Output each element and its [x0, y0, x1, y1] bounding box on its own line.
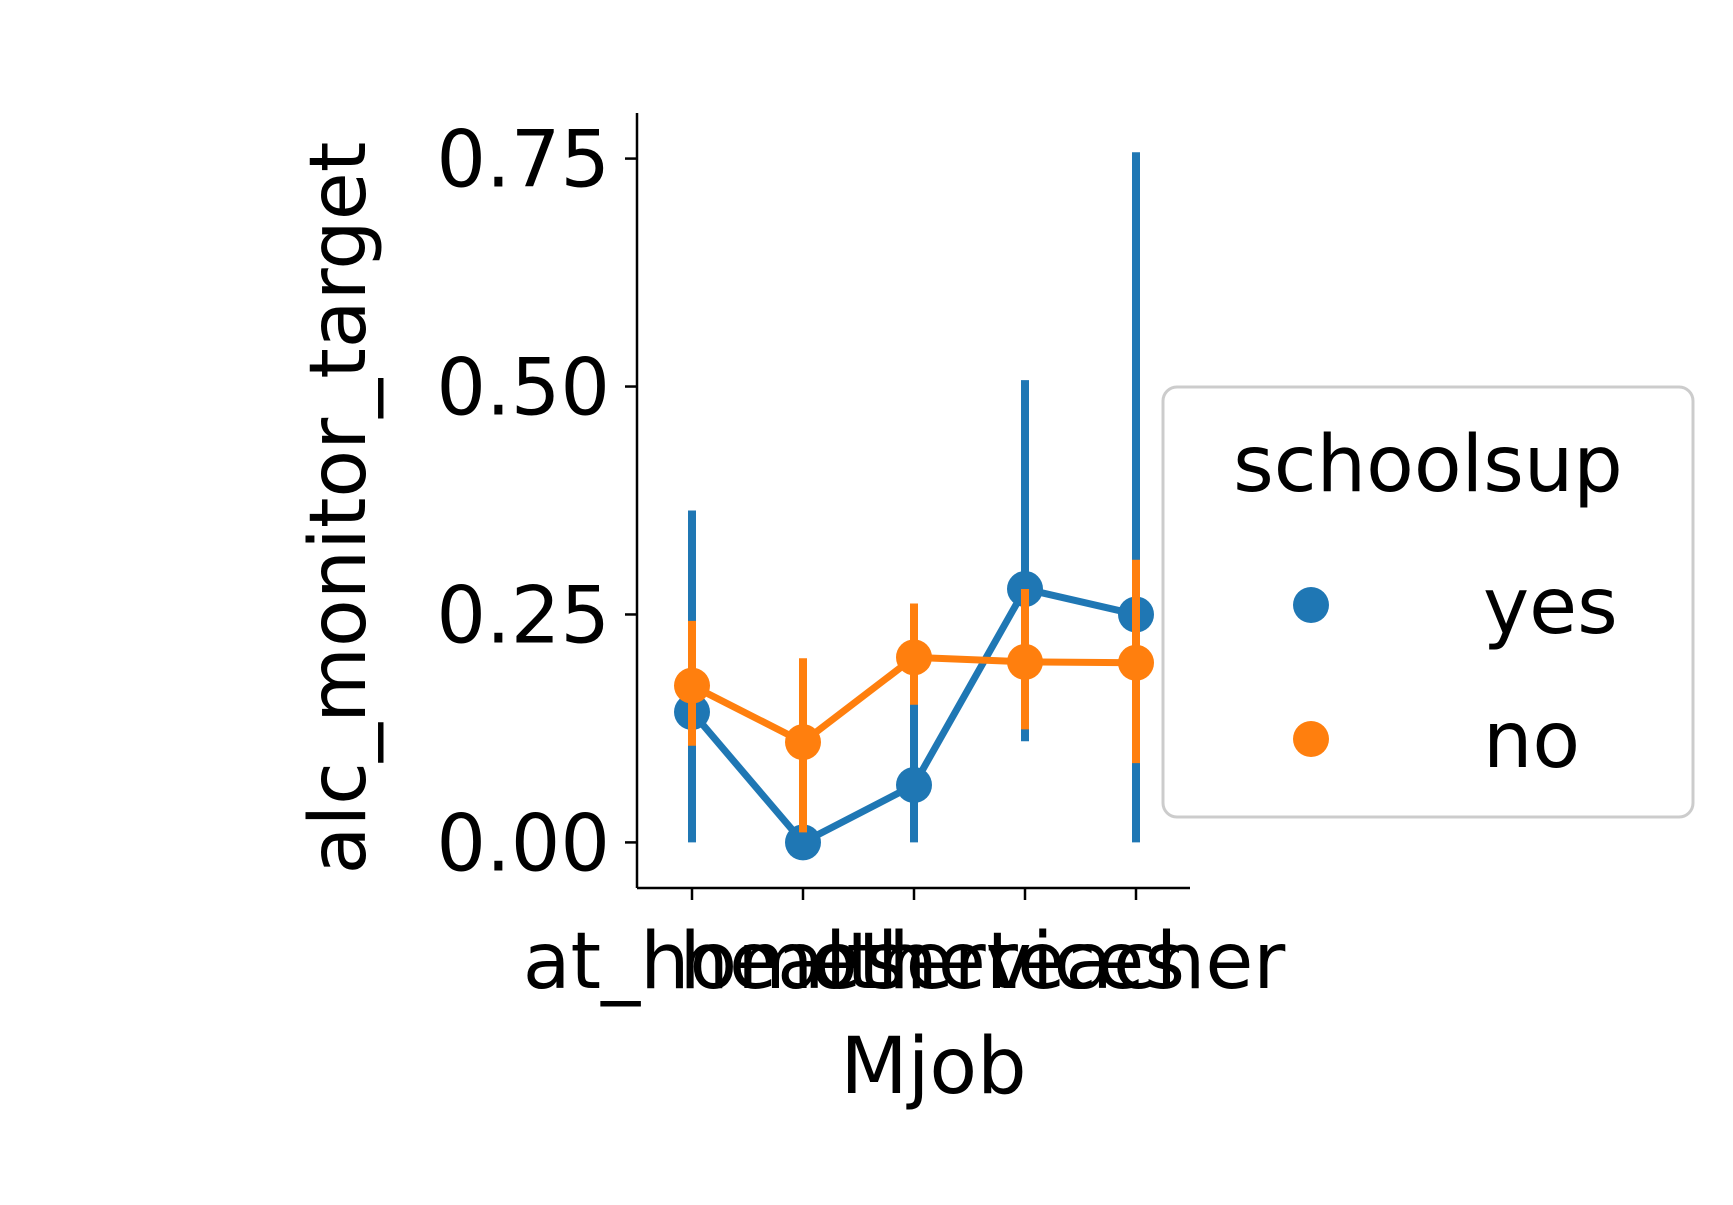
- data-point: [785, 724, 821, 761]
- legend-items: yes no: [1293, 562, 1618, 786]
- y-axis-label: alc_monitor_target: [294, 142, 384, 875]
- data-point: [785, 824, 821, 861]
- x-tick-label: services: [865, 917, 1185, 1007]
- data-point: [674, 667, 710, 704]
- y-tick-label: 0.50: [436, 344, 610, 434]
- legend-label-no: no: [1483, 696, 1580, 786]
- plot-marks: [674, 152, 1154, 861]
- x-tick-label: other: [810, 917, 1019, 1007]
- x-tick-label: at_home: [523, 917, 862, 1007]
- legend-marker-no: [1293, 721, 1329, 757]
- data-point: [896, 766, 932, 803]
- series-yes: [674, 152, 1154, 861]
- legend-title: schoolsup: [1233, 420, 1623, 510]
- data-point: [1007, 643, 1043, 680]
- axes: 0.00 0.25 0.50 0.75 at_homehealthotherservic…: [436, 113, 1286, 1007]
- data-point: [1118, 644, 1154, 681]
- x-axis-label: Mjob: [840, 1022, 1026, 1112]
- series-no: [674, 559, 1154, 833]
- data-point: [896, 639, 932, 676]
- y-tick-label: 0.25: [436, 571, 610, 661]
- x-tick-label: teacher: [987, 917, 1287, 1007]
- legend-label-yes: yes: [1483, 562, 1618, 652]
- y-tick-label: 0.75: [436, 116, 610, 206]
- legend-marker-yes: [1293, 587, 1329, 623]
- legend: schoolsup yes no: [1161, 385, 1695, 819]
- x-tick-label: health: [680, 917, 927, 1007]
- y-tick-label: 0.00: [436, 799, 610, 889]
- legend-frame: [1161, 385, 1695, 819]
